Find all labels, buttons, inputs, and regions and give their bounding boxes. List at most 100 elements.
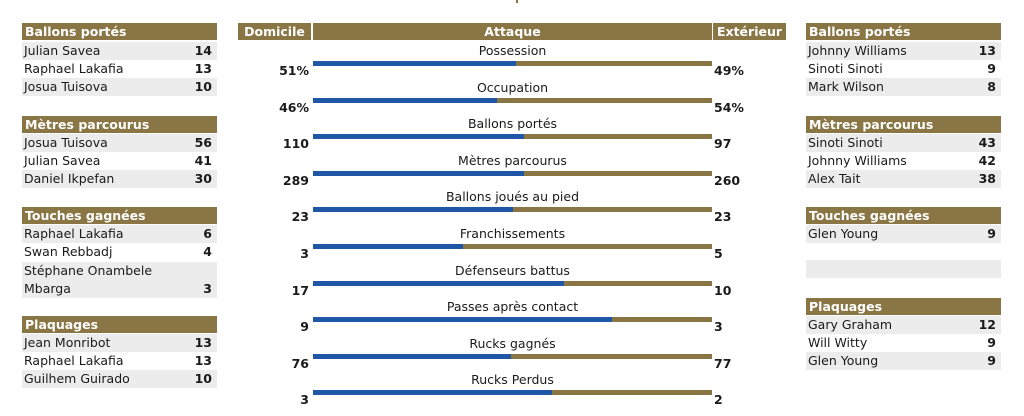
list-item: Julian Savea 14	[22, 42, 217, 60]
stat-bar	[313, 171, 712, 176]
player-value: 3	[203, 281, 212, 296]
list-item: Josua Tuisova 56	[22, 134, 217, 152]
stat-bar-home	[313, 134, 525, 139]
stat-away-value: 5	[714, 246, 723, 261]
list-item: Swan Rebbadj 4	[22, 243, 217, 261]
stat-home-value: 110	[282, 136, 309, 151]
list-item: Jean Monribot 13	[22, 334, 217, 352]
player-name: Sinoti Sinoti	[808, 135, 883, 150]
stat-bar-home	[313, 244, 463, 249]
player-value: 10	[194, 79, 212, 94]
player-name: Will Witty	[808, 335, 868, 350]
list-item: Glen Young 9	[806, 352, 1001, 370]
top-marker	[516, 0, 518, 3]
list-item: Raphael Lakafia 13	[22, 352, 217, 370]
player-name: Gary Graham	[808, 317, 893, 332]
stat-home-value: 46%	[279, 100, 309, 115]
attack-header: Attaque	[313, 23, 712, 40]
section-header-tackles: Plaquages	[22, 316, 217, 333]
section-header-lineouts: Touches gagnées	[22, 207, 217, 224]
stat-bar-home	[313, 61, 517, 66]
player-name: Jean Monribot	[24, 335, 111, 350]
player-name: Johnny Williams	[808, 43, 907, 58]
list-item: Raphael Lakafia 6	[22, 225, 217, 243]
stat-away-value: 260	[714, 173, 741, 188]
stat-away-value: 3	[714, 319, 723, 334]
stat-bar	[313, 390, 712, 395]
player-name: Josua Tuisova	[24, 135, 108, 150]
stat-away-value: 23	[714, 209, 732, 224]
stat-bar-home	[313, 171, 525, 176]
player-value: 6	[203, 226, 212, 241]
stat-bar-home	[313, 390, 553, 395]
section-header-carries: Ballons portés	[22, 23, 217, 40]
section-header-meters: Mètres parcourus	[22, 116, 217, 133]
section-header-meters: Mètres parcourus	[806, 116, 1001, 133]
list-item: Daniel Ikpefan 30	[22, 170, 217, 188]
empty-row	[806, 260, 1001, 278]
stat-away-value: 54%	[714, 100, 744, 115]
list-item: Glen Young 9	[806, 225, 1001, 243]
stat-away-value: 2	[714, 392, 723, 407]
player-name: Julian Savea	[24, 43, 101, 58]
player-value: 42	[978, 153, 996, 168]
stat-label: Mètres parcourus	[458, 153, 567, 168]
player-name: Alex Tait	[808, 171, 861, 186]
stat-home-value: 3	[300, 392, 309, 407]
player-name: Josua Tuisova	[24, 79, 108, 94]
player-name: Stéphane Onambele Mbarga	[24, 263, 153, 296]
away-header: Extérieur	[713, 23, 786, 40]
stat-bar	[313, 98, 712, 103]
home-header: Domicile	[238, 23, 311, 40]
stat-home-value: 3	[300, 246, 309, 261]
stat-home-value: 51%	[279, 63, 309, 78]
list-item: Sinoti Sinoti 43	[806, 134, 1001, 152]
list-item: Will Witty 9	[806, 334, 1001, 352]
player-value: 9	[987, 335, 996, 350]
stat-label: Ballons portés	[467, 116, 558, 131]
stat-away-value: 77	[714, 356, 732, 371]
stat-bar	[313, 207, 712, 212]
player-value: 10	[194, 371, 212, 386]
player-name: Johnny Williams	[808, 153, 907, 168]
stat-bar-home	[313, 98, 497, 103]
player-value: 4	[203, 244, 212, 259]
player-name: Raphael Lakafia	[24, 226, 124, 241]
section-header-carries: Ballons portés	[806, 23, 1001, 40]
stat-bar	[313, 244, 712, 249]
list-item: Johnny Williams 13	[806, 42, 1001, 60]
player-value: 13	[194, 335, 212, 350]
section-header-tackles: Plaquages	[806, 298, 1001, 315]
stat-home-value: 289	[282, 173, 309, 188]
list-item: Guilhem Guirado 10	[22, 370, 217, 388]
stat-away-value: 49%	[714, 63, 744, 78]
player-name: Raphael Lakafia	[24, 61, 124, 76]
player-value: 41	[194, 153, 212, 168]
player-name: Glen Young	[808, 353, 879, 368]
stat-label: Rucks gagnés	[469, 336, 556, 351]
stat-label: Occupation	[476, 80, 549, 95]
player-value: 13	[194, 61, 212, 76]
stat-label: Rucks Perdus	[471, 372, 554, 387]
list-item: Raphael Lakafia 13	[22, 60, 217, 78]
section-header-lineouts: Touches gagnées	[806, 207, 1001, 224]
player-value: 13	[194, 353, 212, 368]
player-name: Mark Wilson	[808, 79, 884, 94]
player-value: 9	[987, 226, 996, 241]
player-name: Guilhem Guirado	[24, 371, 130, 386]
stat-home-value: 76	[291, 356, 309, 371]
stat-label: Passes après contact	[446, 299, 579, 314]
stat-home-value: 23	[291, 209, 309, 224]
stat-bar	[313, 281, 712, 286]
list-item: Mark Wilson 8	[806, 78, 1001, 96]
list-item: Stéphane Onambele Mbarga 3	[22, 262, 217, 298]
stat-bar-home	[313, 354, 512, 359]
list-item: Gary Graham 12	[806, 316, 1001, 334]
player-value: 14	[194, 43, 212, 58]
stat-bar	[313, 61, 712, 66]
player-value: 56	[194, 135, 212, 150]
stat-away-value: 97	[714, 136, 732, 151]
player-value: 43	[978, 135, 996, 150]
player-name: Julian Savea	[24, 153, 101, 168]
stat-bar-home	[313, 317, 613, 322]
